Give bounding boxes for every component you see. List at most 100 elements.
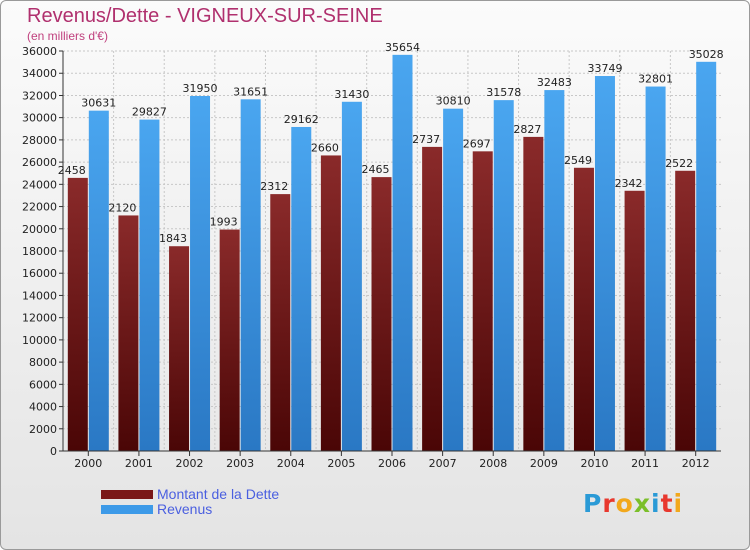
bar-dette-2003 bbox=[219, 229, 240, 451]
data-label-revenus-2005: 31430 bbox=[334, 88, 369, 101]
data-label-revenus-2001: 29827 bbox=[132, 106, 167, 119]
data-label-dette-2007: 2737 bbox=[412, 133, 440, 146]
y-tick-label: 8000 bbox=[29, 356, 57, 369]
logo-letter: r bbox=[602, 489, 616, 518]
data-label-dette-2000: 2458 bbox=[58, 164, 86, 177]
data-label-dette-2001: 2120 bbox=[108, 201, 136, 214]
bar-dette-2001 bbox=[118, 215, 139, 451]
x-tick-label-2009: 2009 bbox=[530, 457, 558, 470]
bar-dette-2006 bbox=[371, 177, 392, 451]
logo-letter: i bbox=[651, 489, 661, 518]
data-label-dette-2005: 2660 bbox=[311, 141, 339, 154]
y-tick-label: 6000 bbox=[29, 378, 57, 391]
bar-revenus-2006 bbox=[392, 54, 413, 451]
proxiti-logo: Proxiti bbox=[583, 489, 683, 518]
legend-swatch-dette bbox=[101, 490, 153, 499]
x-tick-label-2008: 2008 bbox=[479, 457, 507, 470]
data-label-dette-2009: 2827 bbox=[513, 123, 541, 136]
x-tick-label-2012: 2012 bbox=[682, 457, 710, 470]
bar-dette-2005 bbox=[320, 155, 341, 451]
x-tick-label-2010: 2010 bbox=[580, 457, 608, 470]
y-tick-label: 10000 bbox=[22, 334, 57, 347]
bar-revenus-2004 bbox=[291, 126, 312, 451]
bar-revenus-2008 bbox=[493, 100, 514, 451]
x-tick-label-2006: 2006 bbox=[378, 457, 406, 470]
y-tick-label: 20000 bbox=[22, 223, 57, 236]
data-label-revenus-2009: 32483 bbox=[537, 76, 572, 89]
data-label-dette-2006: 2465 bbox=[362, 163, 390, 176]
y-tick-label: 0 bbox=[50, 445, 57, 458]
data-label-dette-2012: 2522 bbox=[665, 157, 693, 170]
bar-layer bbox=[67, 54, 717, 452]
data-label-revenus-2012: 35028 bbox=[689, 48, 724, 61]
data-label-revenus-2000: 30631 bbox=[81, 97, 116, 110]
bar-dette-2002 bbox=[169, 246, 190, 451]
y-tick-label: 24000 bbox=[22, 178, 57, 191]
bar-revenus-2005 bbox=[341, 101, 362, 452]
axis-layer: 0 2000 4000 6000 8000 10000 12000 14000 16000 180… bbox=[22, 45, 721, 470]
bar-revenus-2009 bbox=[544, 90, 565, 452]
logo-letter: x bbox=[633, 489, 651, 518]
y-tick-label: 28000 bbox=[22, 134, 57, 147]
data-label-dette-2010: 2549 bbox=[564, 154, 592, 167]
y-tick-label: 32000 bbox=[22, 89, 57, 102]
logo-letter: t bbox=[660, 489, 674, 518]
data-label-dette-2008: 2697 bbox=[463, 137, 491, 150]
bar-dette-2011 bbox=[624, 190, 645, 451]
bar-revenus-2011 bbox=[645, 86, 666, 452]
label-layer: 2458 30631 2120 29827 1843 31950 1993 31651 2312… bbox=[58, 41, 724, 245]
bar-dette-2004 bbox=[270, 194, 291, 451]
x-tick-label-2000: 2000 bbox=[74, 457, 102, 470]
y-tick-label: 14000 bbox=[22, 289, 57, 302]
bar-revenus-2001 bbox=[139, 119, 160, 451]
y-tick-label: 22000 bbox=[22, 201, 57, 214]
x-tick-label-2003: 2003 bbox=[226, 457, 254, 470]
logo-letter: P bbox=[583, 489, 603, 518]
bar-dette-2009 bbox=[523, 136, 544, 451]
data-label-revenus-2006: 35654 bbox=[385, 41, 420, 54]
data-label-revenus-2007: 30810 bbox=[436, 95, 471, 108]
x-tick-label-2007: 2007 bbox=[429, 457, 457, 470]
bar-dette-2000 bbox=[67, 177, 88, 451]
data-label-dette-2002: 1843 bbox=[159, 232, 187, 245]
y-tick-label: 12000 bbox=[22, 312, 57, 325]
data-label-revenus-2011: 32801 bbox=[638, 73, 673, 86]
y-tick-label: 16000 bbox=[22, 267, 57, 280]
data-label-dette-2011: 2342 bbox=[615, 177, 643, 190]
data-label-dette-2003: 1993 bbox=[210, 216, 238, 229]
x-tick-label-2005: 2005 bbox=[327, 457, 355, 470]
data-label-revenus-2003: 31651 bbox=[233, 85, 268, 98]
y-tick-label: 4000 bbox=[29, 401, 57, 414]
legend-label-revenus: Revenus bbox=[157, 501, 213, 517]
bar-dette-2012 bbox=[675, 170, 696, 451]
data-label-revenus-2002: 31950 bbox=[183, 82, 218, 95]
legend-label-dette: Montant de la Dette bbox=[157, 486, 280, 502]
data-label-revenus-2008: 31578 bbox=[486, 86, 521, 99]
y-tick-label: 36000 bbox=[22, 45, 57, 58]
bar-dette-2010 bbox=[573, 167, 594, 451]
data-label-revenus-2004: 29162 bbox=[284, 113, 319, 126]
y-tick-label: 34000 bbox=[22, 67, 57, 80]
chart-subtitle: (en milliers d'€) bbox=[27, 29, 108, 43]
x-tick-label-2001: 2001 bbox=[125, 457, 153, 470]
data-label-revenus-2010: 33749 bbox=[587, 62, 622, 75]
y-tick-label: 30000 bbox=[22, 112, 57, 125]
bar-revenus-2012 bbox=[696, 61, 717, 452]
bar-dette-2008 bbox=[472, 151, 493, 452]
logo-letter: o bbox=[615, 489, 634, 518]
bar-revenus-2007 bbox=[443, 108, 464, 452]
legend-swatch-revenus bbox=[101, 505, 153, 514]
x-tick-label-2004: 2004 bbox=[277, 457, 305, 470]
chart-title: Revenus/Dette - VIGNEUX-SUR-SEINE bbox=[27, 5, 383, 27]
y-tick-label: 2000 bbox=[29, 423, 57, 436]
y-tick-label: 26000 bbox=[22, 156, 57, 169]
bar-dette-2007 bbox=[422, 146, 443, 451]
data-label-dette-2004: 2312 bbox=[260, 180, 288, 193]
y-tick-label: 18000 bbox=[22, 245, 57, 258]
bar-revenus-2002 bbox=[190, 96, 211, 451]
bar-revenus-2010 bbox=[594, 76, 615, 451]
bar-revenus-2003 bbox=[240, 99, 261, 452]
x-tick-label-2002: 2002 bbox=[176, 457, 204, 470]
